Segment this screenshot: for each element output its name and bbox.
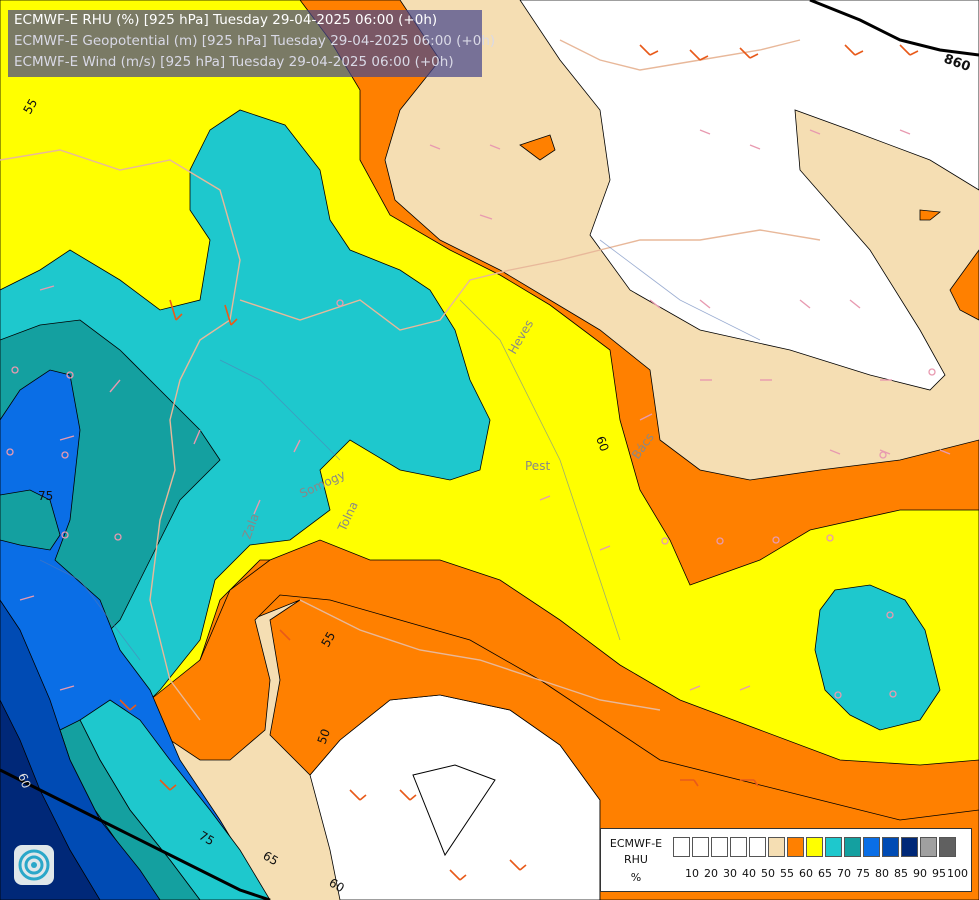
legend-tick-label: 60 bbox=[799, 867, 813, 880]
legend-tick-label: 70 bbox=[837, 867, 851, 880]
legend-tick-label: 75 bbox=[856, 867, 870, 880]
wind-barbs-light bbox=[19, 129, 951, 691]
legend-swatch bbox=[939, 837, 956, 857]
rivers-layer bbox=[39, 239, 761, 661]
legend-swatch bbox=[882, 837, 899, 857]
contour-label-75-w: 75 bbox=[38, 489, 53, 503]
legend-swatch bbox=[863, 837, 880, 857]
legend-tick-label: 55 bbox=[780, 867, 794, 880]
header-rhu-line: ECMWF-E RHU (%) [925 hPa] Tuesday 29-04-… bbox=[14, 12, 438, 28]
legend-tick-label: 10 bbox=[685, 867, 699, 880]
legend-swatch bbox=[901, 837, 918, 857]
contour-label-50-s: 50 bbox=[315, 727, 333, 746]
contour-label-55-s: 55 bbox=[318, 629, 338, 649]
legend-tick-label: 90 bbox=[913, 867, 927, 880]
geopotential-line-sw bbox=[0, 768, 271, 900]
legend-swatch bbox=[920, 837, 937, 857]
legend-tick-label: 30 bbox=[723, 867, 737, 880]
station-circles bbox=[6, 299, 936, 699]
rhu-50-region-ne bbox=[519, 0, 979, 391]
legend-swatch bbox=[711, 837, 728, 857]
legend-swatch bbox=[844, 837, 861, 857]
rhu-60-pocket-b bbox=[919, 209, 942, 221]
legend-tick-label: 50 bbox=[761, 867, 775, 880]
ecmwf-logo-icon bbox=[14, 845, 54, 885]
legend-tick-label: 40 bbox=[742, 867, 756, 880]
legend-swatch bbox=[692, 837, 709, 857]
legend-tick-label: 20 bbox=[704, 867, 718, 880]
contour-label-60-center: 60 bbox=[593, 434, 611, 453]
header-wind-line: ECMWF-E Wind (m/s) [925 hPa] Tuesday 29-… bbox=[14, 54, 454, 70]
rhu-60-pocket-c bbox=[949, 249, 979, 321]
rhu-70-region-east bbox=[814, 584, 941, 731]
legend-tick-label: 80 bbox=[875, 867, 889, 880]
legend-tick-label: 95 bbox=[932, 867, 946, 880]
legend-tick-label: 65 bbox=[818, 867, 832, 880]
legend-unit: % bbox=[630, 871, 642, 884]
legend-variable: RHU bbox=[624, 853, 648, 866]
header-geopotential-line: ECMWF-E Geopotential (m) [925 hPa] Tuesd… bbox=[14, 33, 496, 49]
legend-swatch bbox=[730, 837, 747, 857]
legend-title: ECMWF-E bbox=[609, 837, 663, 850]
map-header: ECMWF-E RHU (%) [925 hPa] Tuesday 29-04-… bbox=[8, 10, 495, 77]
legend-swatch bbox=[806, 837, 823, 857]
color-legend: ECMWF-E RHU % 10 20 30 40 50 55 60 65 70 75 80 85 90… bbox=[600, 828, 972, 892]
legend-swatch bbox=[768, 837, 785, 857]
rhu-75-pocket bbox=[0, 489, 61, 551]
legend-swatch bbox=[673, 837, 690, 857]
rhu-60-pocket-a bbox=[519, 134, 556, 161]
legend-swatch bbox=[825, 837, 842, 857]
legend-swatch bbox=[787, 837, 804, 857]
contour-label-65-sw: 65 bbox=[261, 848, 281, 868]
legend-swatch bbox=[749, 837, 766, 857]
legend-tick-label: 85 bbox=[894, 867, 908, 880]
rhu-60-band-south bbox=[149, 539, 979, 821]
contour-label-60-w: 60 bbox=[15, 771, 33, 790]
contour-label-55-nw: 55 bbox=[20, 96, 40, 116]
geopotential-line-ne bbox=[809, 0, 979, 57]
borders-layer bbox=[0, 39, 821, 721]
contour-label-75-sw: 75 bbox=[197, 828, 217, 848]
region-label-pest: Pest bbox=[525, 459, 550, 473]
contour-label-60-sw: 60 bbox=[327, 875, 347, 895]
legend-tick-label: 100 bbox=[947, 867, 968, 880]
triangle-outline bbox=[412, 764, 496, 857]
wind-barbs bbox=[119, 44, 919, 881]
